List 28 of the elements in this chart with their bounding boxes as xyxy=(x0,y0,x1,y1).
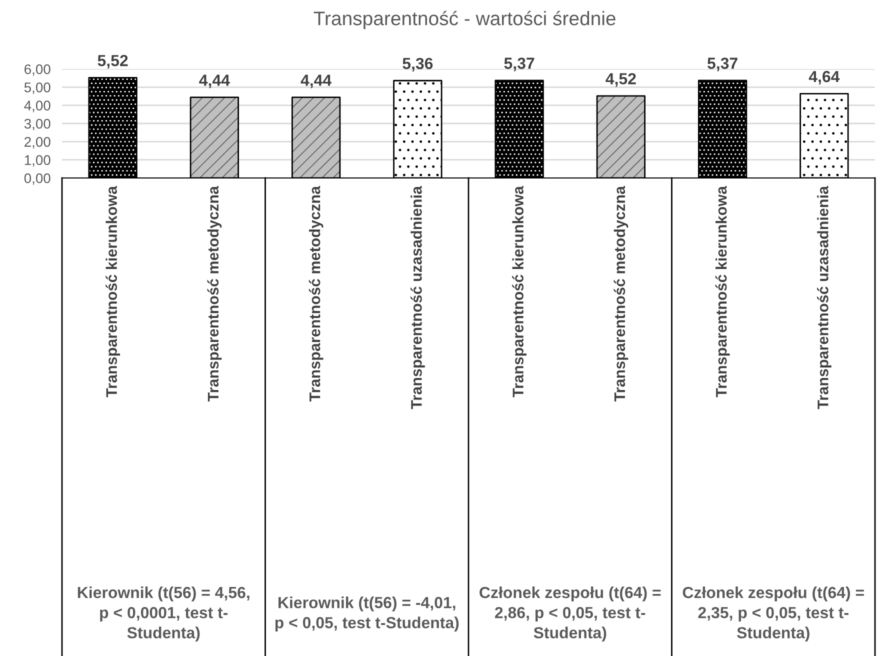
y-tick-label: 3,00 xyxy=(24,118,50,130)
y-tick-label: 4,00 xyxy=(24,100,50,112)
x-tick-label: Transparentność metodyczna xyxy=(308,186,324,402)
y-tick-label: 2,00 xyxy=(24,137,50,148)
data-label: 4,64 xyxy=(808,70,840,85)
x-tick-label: Transparentność kierunkowa xyxy=(106,186,120,398)
data-label: 4,44 xyxy=(199,74,230,88)
text: Członek zespołu (t(64) = 2,35, p < 0,05, test t-Studenta) xyxy=(682,586,864,642)
y-tick-label: 0,00 xyxy=(24,173,50,185)
y-tick-label: 6,00 xyxy=(24,64,50,76)
data-label: 4,52 xyxy=(606,73,636,87)
y-tick-label: 5,00 xyxy=(24,82,50,94)
x-tick-label: Transparentność metodyczna xyxy=(614,186,628,402)
data-label: 4,44 xyxy=(300,74,332,88)
text: Kierownik (t(56) = 4,56, p < 0,0001, test t-Studenta) xyxy=(78,586,250,642)
data-label: 5,37 xyxy=(708,58,738,72)
y-tick-label: 1,00 xyxy=(24,155,50,167)
data-label: 5,36 xyxy=(402,58,433,72)
x-tick-label: Transparentność uzasadnienia xyxy=(817,186,832,410)
x-tick-label: Transparentność uzasadnienia xyxy=(410,186,425,410)
data-label: 5,37 xyxy=(504,58,534,72)
x-tick-label: Transparentność metodyczna xyxy=(207,186,222,402)
text: Kierownik (t(56) = -4,01, p < 0,05, test t-Studenta) xyxy=(275,596,459,632)
text: Członek zespołu (t(64) = 2,86, p < 0,05, test t-Studenta) xyxy=(480,586,661,642)
data-label: 5,52 xyxy=(98,54,128,69)
chart-title: Transparentność - wartości średnie xyxy=(314,10,616,30)
x-tick-label: Transparentność kierunkowa xyxy=(715,186,730,398)
x-tick-label: Transparentność kierunkowa xyxy=(512,186,526,398)
